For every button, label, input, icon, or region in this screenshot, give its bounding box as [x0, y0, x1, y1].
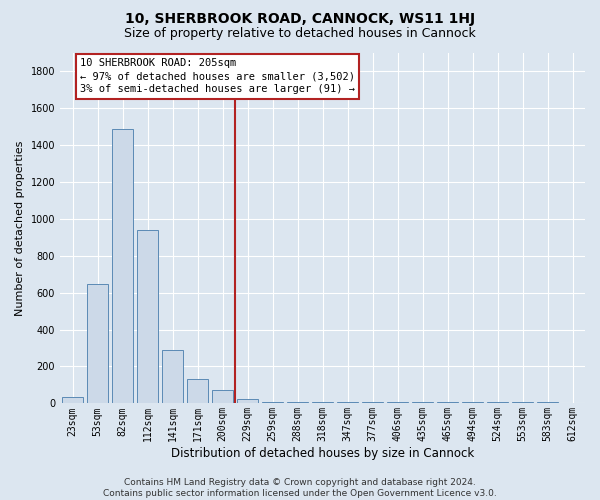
- Bar: [462, 402, 483, 404]
- Bar: [387, 402, 408, 404]
- Bar: [212, 390, 233, 404]
- X-axis label: Distribution of detached houses by size in Cannock: Distribution of detached houses by size …: [171, 447, 474, 460]
- Bar: [487, 402, 508, 404]
- Bar: [137, 230, 158, 404]
- Bar: [512, 402, 533, 404]
- Bar: [262, 402, 283, 404]
- Text: Size of property relative to detached houses in Cannock: Size of property relative to detached ho…: [124, 28, 476, 40]
- Bar: [187, 380, 208, 404]
- Bar: [412, 402, 433, 404]
- Bar: [112, 128, 133, 404]
- Bar: [237, 400, 258, 404]
- Bar: [162, 350, 183, 404]
- Bar: [437, 402, 458, 404]
- Bar: [62, 397, 83, 404]
- Bar: [312, 402, 333, 404]
- Text: 10, SHERBROOK ROAD, CANNOCK, WS11 1HJ: 10, SHERBROOK ROAD, CANNOCK, WS11 1HJ: [125, 12, 475, 26]
- Bar: [287, 402, 308, 404]
- Text: 10 SHERBROOK ROAD: 205sqm
← 97% of detached houses are smaller (3,502)
3% of sem: 10 SHERBROOK ROAD: 205sqm ← 97% of detac…: [80, 58, 355, 94]
- Bar: [537, 402, 558, 404]
- Bar: [337, 402, 358, 404]
- Text: Contains HM Land Registry data © Crown copyright and database right 2024.
Contai: Contains HM Land Registry data © Crown c…: [103, 478, 497, 498]
- Bar: [362, 402, 383, 404]
- Y-axis label: Number of detached properties: Number of detached properties: [15, 140, 25, 316]
- Bar: [87, 284, 108, 404]
